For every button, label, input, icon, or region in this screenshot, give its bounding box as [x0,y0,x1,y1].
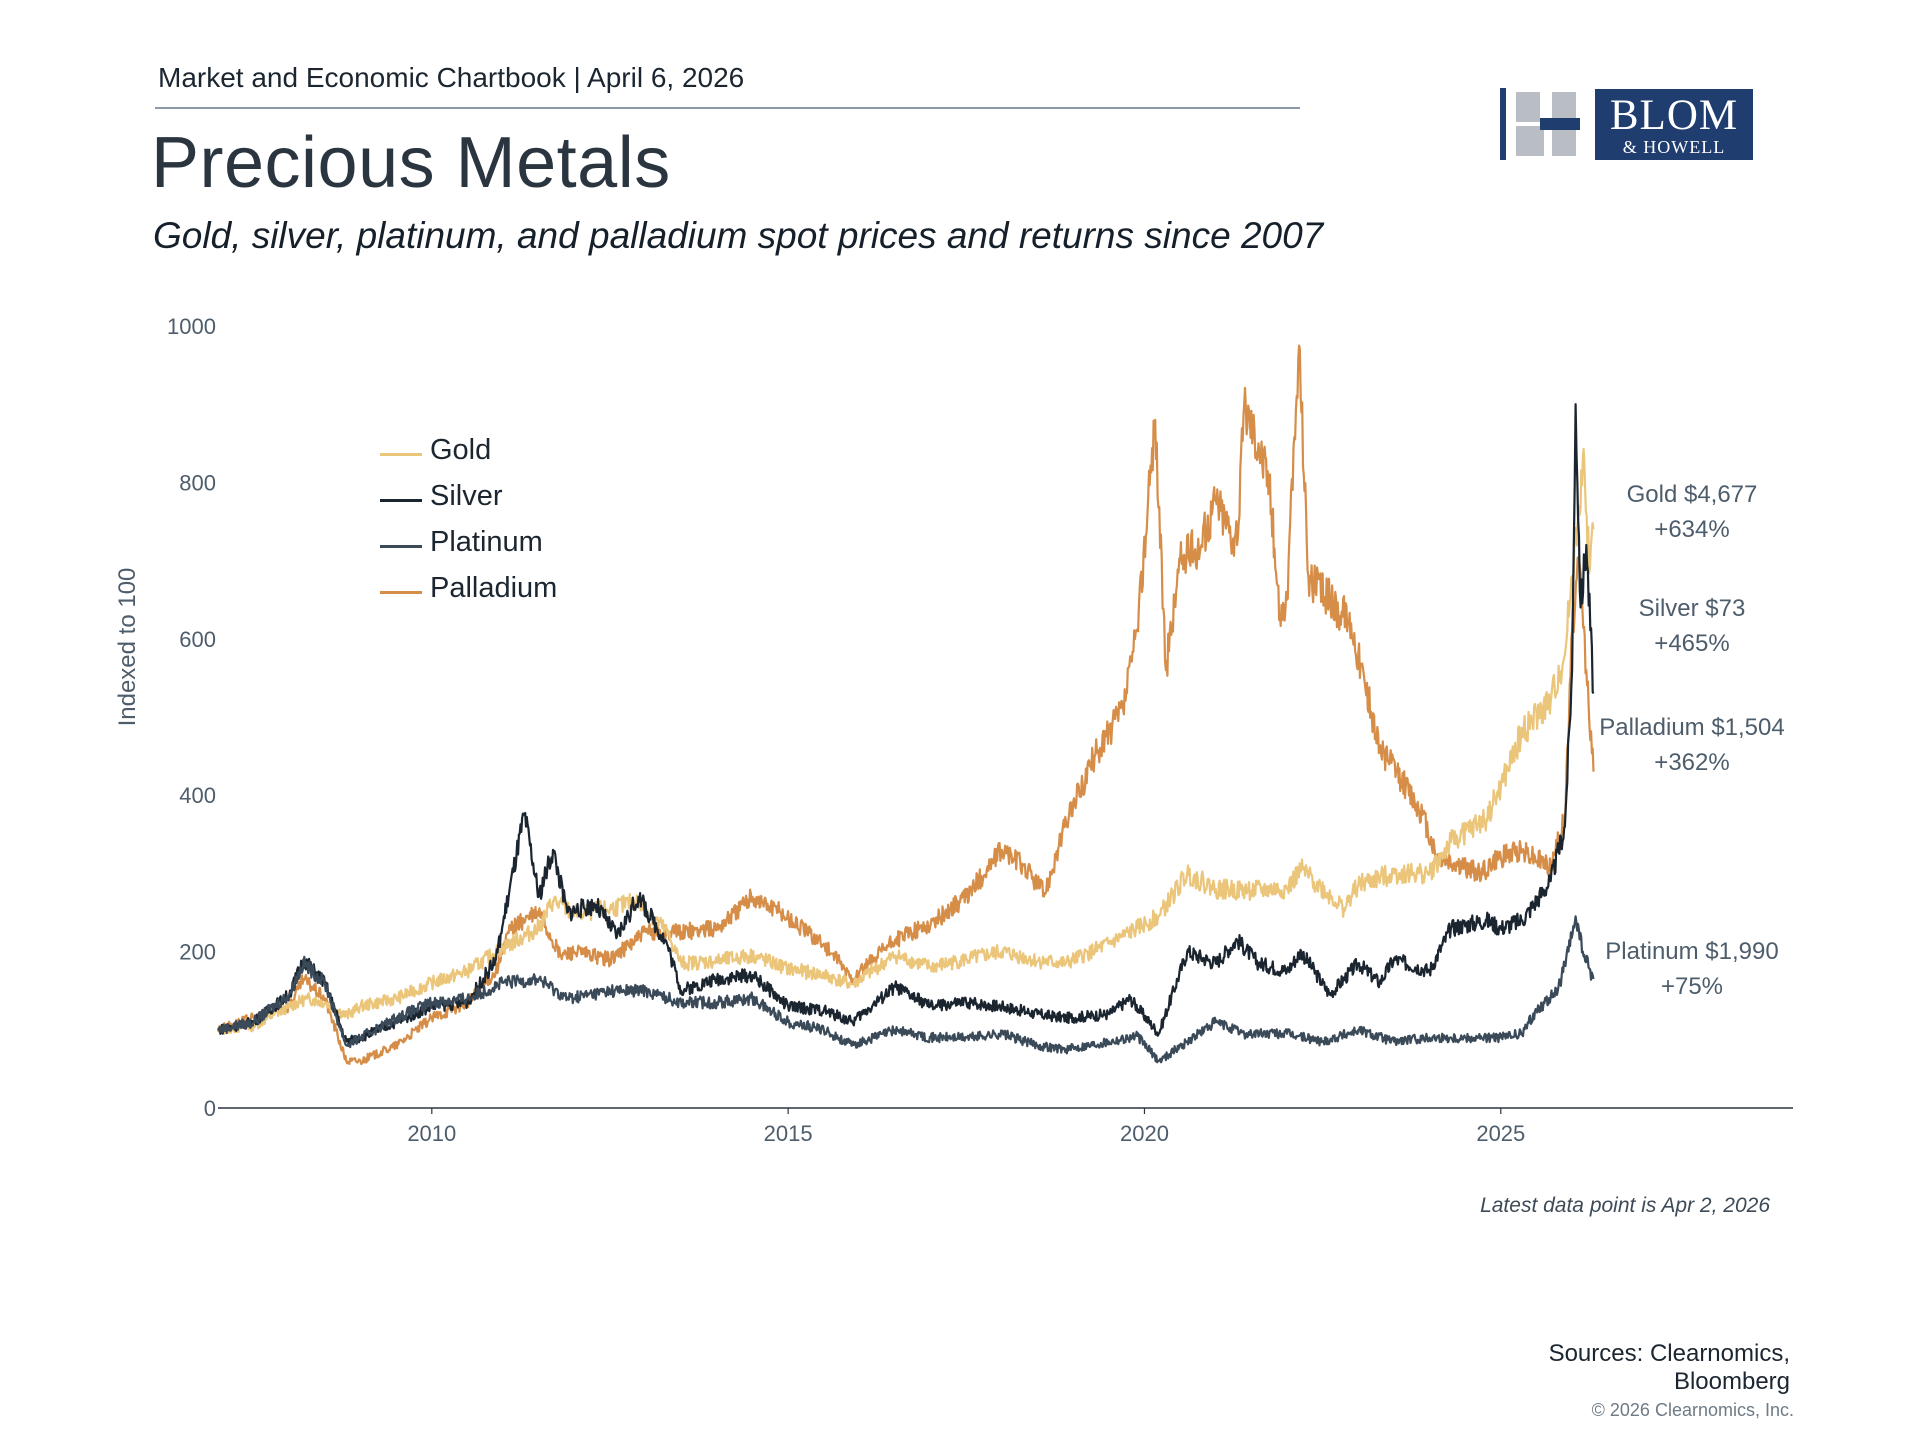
end-label-gold-return: +634% [1654,516,1730,543]
header-divider [155,107,1300,109]
sources-line-2: Bloomberg [1673,1368,1790,1395]
logo-monogram [1500,88,1580,160]
legend-swatch-palladium [380,591,422,594]
series-lines [216,344,1595,1066]
legend-swatch-gold [380,453,422,456]
end-label-silver-return: +465% [1654,630,1730,657]
page-title: Precious Metals [151,123,671,203]
y-axis: 0 200 400 600 800 1000 [167,314,216,1121]
end-label-gold-price: Gold $4,677 [1626,481,1758,508]
end-label-platinum-return: +75% [1660,973,1724,1000]
copyright: © 2026 Clearnomics, Inc. [1591,1400,1794,1420]
x-tick-label: 2025 [1476,1121,1525,1146]
legend-label-gold: Gold [430,434,492,466]
end-label-platinum: Platinum $1,990 +75% [1562,934,1822,1004]
legend-swatch-silver [380,499,422,502]
legend-label-platinum: Platinum [430,526,543,558]
y-axis-title: Indexed to 100 [114,568,141,727]
end-label-palladium-return: +362% [1654,749,1730,776]
legend-label-palladium: Palladium [430,572,558,604]
y-tick-label: 800 [179,470,216,495]
y-tick-label: 600 [179,627,216,652]
end-label-palladium: Palladium $1,504 +362% [1562,710,1822,780]
logo-subname: & HOWELL [1622,137,1726,157]
series-line-palladium [217,344,1595,1066]
logo-wordmark: BLOM & HOWELL [1595,89,1753,160]
end-label-silver-price: Silver $73 [1638,595,1746,622]
y-tick-label: 400 [179,783,216,808]
x-tick-label: 2020 [1120,1121,1169,1146]
page-subtitle: Gold, silver, platinum, and palladium sp… [153,215,1324,256]
end-label-palladium-price: Palladium $1,504 [1599,714,1785,741]
y-tick-label: 200 [179,940,216,965]
latest-data-note: Latest data point is Apr 2, 2026 [1480,1194,1770,1217]
series-line-platinum [217,915,1595,1064]
y-tick-label: 1000 [167,314,216,339]
series-line-silver [217,403,1595,1046]
sources-line-1: Sources: Clearnomics, [1548,1340,1790,1367]
legend-swatch-platinum [380,545,422,548]
x-tick-label: 2010 [407,1121,456,1146]
x-tick-label: 2015 [764,1121,813,1146]
x-axis: 2010 2015 2020 2025 [218,1107,1793,1146]
logo-name: BLOM [1609,92,1739,139]
end-label-silver: Silver $73 +465% [1562,591,1822,661]
legend-label-silver: Silver [430,480,503,512]
chartbook-header: Market and Economic Chartbook | April 6,… [158,62,745,93]
end-label-gold: Gold $4,677 +634% [1562,477,1822,547]
end-label-platinum-price: Platinum $1,990 [1605,938,1779,965]
series-line-gold [216,447,1595,1035]
y-tick-label: 0 [204,1096,216,1121]
precious-metals-chart: 0 200 400 600 800 1000 2010 2015 2020 2025 Index… [114,314,1793,1146]
company-logo: BLOM & HOWELL [1500,88,1755,160]
sources: Sources: Clearnomics, Bloomberg [1440,1340,1790,1396]
